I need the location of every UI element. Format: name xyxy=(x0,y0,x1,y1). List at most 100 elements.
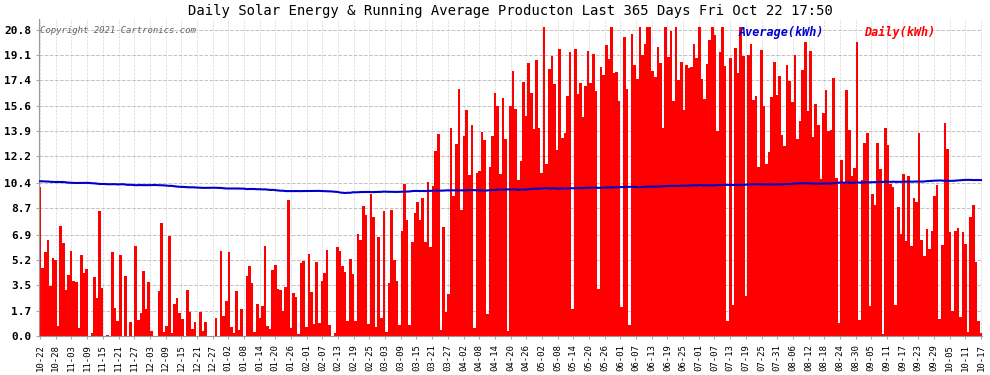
Bar xyxy=(868,306,871,336)
Bar xyxy=(51,258,54,336)
Bar xyxy=(786,65,788,336)
Bar xyxy=(538,128,541,336)
Bar xyxy=(411,242,414,336)
Bar xyxy=(648,27,651,336)
Bar xyxy=(848,130,850,336)
Bar xyxy=(284,287,287,336)
Bar xyxy=(672,101,675,336)
Bar xyxy=(608,59,610,336)
Bar xyxy=(72,281,75,336)
Bar xyxy=(435,151,437,336)
Bar xyxy=(582,117,584,336)
Bar xyxy=(618,102,621,336)
Bar xyxy=(305,327,308,336)
Bar xyxy=(114,308,117,336)
Bar xyxy=(592,54,595,336)
Bar xyxy=(148,282,149,336)
Bar xyxy=(326,250,329,336)
Bar xyxy=(313,324,316,336)
Bar xyxy=(462,135,465,336)
Bar xyxy=(574,49,576,336)
Bar xyxy=(342,266,344,336)
Bar xyxy=(845,90,848,336)
Bar xyxy=(669,31,672,336)
Bar xyxy=(292,293,295,336)
Bar xyxy=(473,328,476,336)
Bar xyxy=(54,260,56,336)
Bar xyxy=(742,56,744,336)
Bar xyxy=(858,320,861,336)
Bar xyxy=(871,194,874,336)
Bar xyxy=(555,150,558,336)
Bar xyxy=(359,240,362,336)
Bar xyxy=(170,333,173,336)
Bar xyxy=(709,40,711,336)
Bar xyxy=(432,186,435,336)
Bar xyxy=(269,329,271,336)
Bar xyxy=(815,104,817,336)
Bar xyxy=(106,335,109,336)
Bar xyxy=(135,246,137,336)
Bar xyxy=(339,251,342,336)
Bar xyxy=(866,133,868,336)
Bar xyxy=(675,27,677,336)
Bar xyxy=(375,327,377,336)
Bar xyxy=(258,318,261,336)
Bar xyxy=(349,259,351,336)
Bar xyxy=(263,246,266,336)
Bar xyxy=(716,130,719,336)
Text: Average(kWh): Average(kWh) xyxy=(739,26,825,39)
Bar xyxy=(597,289,600,336)
Bar xyxy=(941,245,943,336)
Bar xyxy=(690,67,693,336)
Bar xyxy=(509,106,512,336)
Bar xyxy=(838,323,841,336)
Bar xyxy=(887,145,889,336)
Bar xyxy=(677,80,680,336)
Bar xyxy=(711,27,714,336)
Bar xyxy=(948,232,951,336)
Bar xyxy=(719,53,722,336)
Bar xyxy=(157,291,160,336)
Bar xyxy=(667,57,669,336)
Bar xyxy=(248,266,250,336)
Bar xyxy=(613,73,616,336)
Bar xyxy=(64,290,67,336)
Bar xyxy=(703,99,706,336)
Bar xyxy=(149,332,152,336)
Bar xyxy=(119,255,122,336)
Bar xyxy=(783,146,786,336)
Bar xyxy=(629,325,631,336)
Bar xyxy=(809,51,812,336)
Bar xyxy=(566,96,569,336)
Bar xyxy=(406,220,409,336)
Bar xyxy=(98,210,101,336)
Bar xyxy=(812,137,815,336)
Bar xyxy=(238,330,241,336)
Bar xyxy=(804,42,807,336)
Bar xyxy=(892,187,895,336)
Bar xyxy=(372,217,375,336)
Bar xyxy=(427,183,429,336)
Bar xyxy=(926,230,928,336)
Bar xyxy=(752,100,755,336)
Bar xyxy=(202,331,204,336)
Bar xyxy=(520,161,523,336)
Bar xyxy=(449,128,452,336)
Bar xyxy=(83,273,85,336)
Bar xyxy=(644,44,646,336)
Bar xyxy=(773,62,775,336)
Bar xyxy=(160,223,163,336)
Bar xyxy=(204,322,207,336)
Bar xyxy=(445,312,447,336)
Bar xyxy=(654,77,656,336)
Text: Copyright 2021 Cartronics.com: Copyright 2021 Cartronics.com xyxy=(40,26,196,34)
Bar xyxy=(266,326,269,336)
Bar xyxy=(855,42,858,336)
Bar xyxy=(344,273,346,336)
Bar xyxy=(443,227,445,336)
Bar xyxy=(788,81,791,336)
Bar xyxy=(481,132,483,336)
Bar xyxy=(191,328,194,336)
Bar xyxy=(659,63,662,336)
